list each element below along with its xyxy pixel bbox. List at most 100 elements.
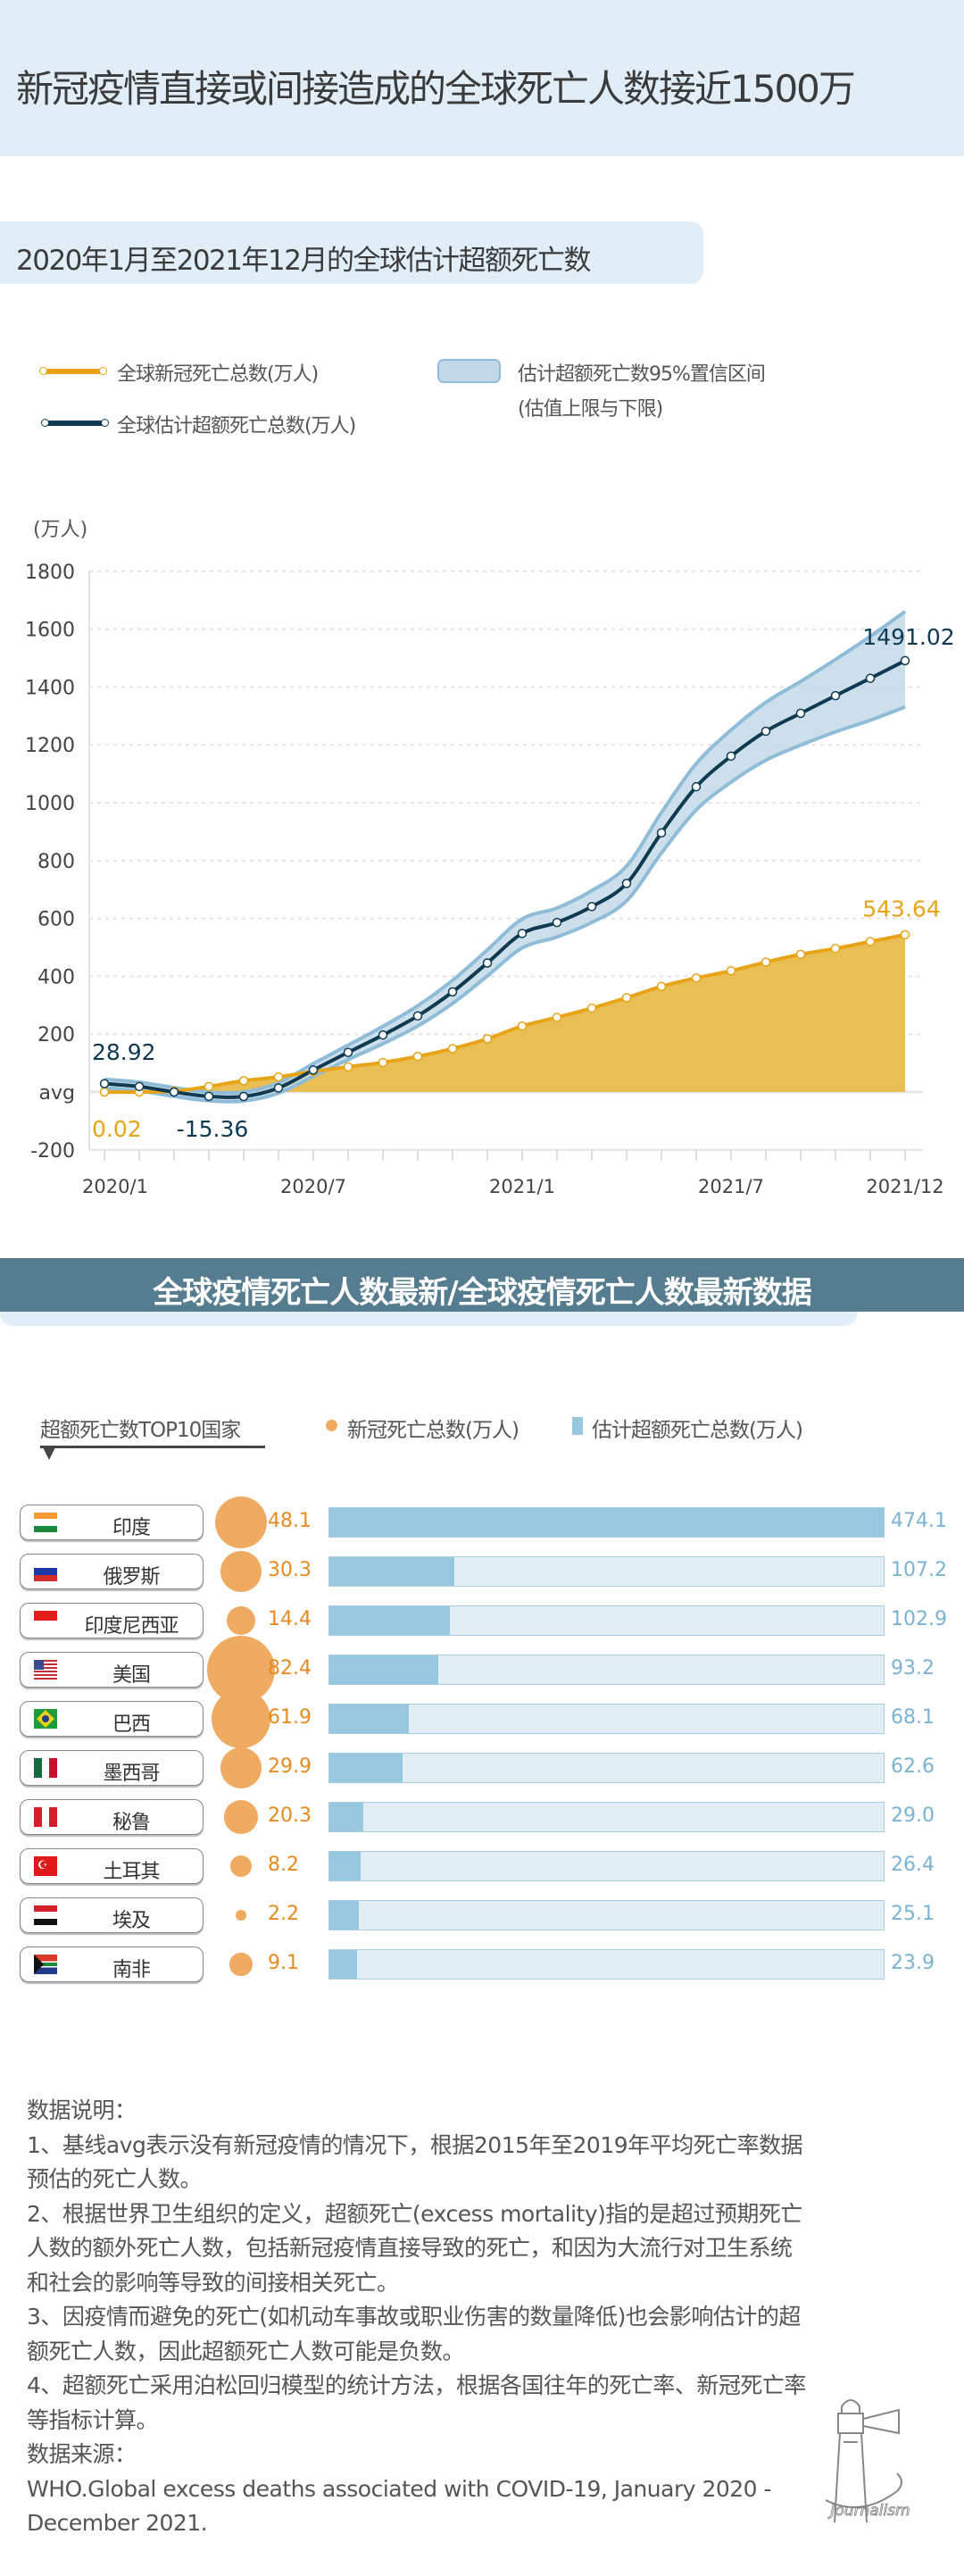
excess-deaths-bar bbox=[329, 1557, 455, 1586]
country-name: 俄罗斯 bbox=[103, 1566, 160, 1588]
excess-deaths-bar bbox=[329, 1655, 439, 1684]
covid-deaths-dot bbox=[220, 1747, 262, 1788]
excess-point bbox=[586, 902, 597, 912]
chart-subtitle: 2020年1月至2021年12月的全球估计超额死亡数 bbox=[16, 245, 591, 277]
covid-deaths-dot bbox=[229, 1855, 253, 1878]
flag-mexico-icon bbox=[34, 1758, 57, 1778]
excess-deaths-bar bbox=[329, 1754, 403, 1782]
excess-deaths-bar-track bbox=[328, 1655, 885, 1685]
notes-heading: 数据说明： bbox=[27, 2097, 137, 2123]
overlay-banner bbox=[0, 1258, 964, 1312]
excess-point bbox=[134, 1081, 145, 1092]
confidence-band-lower bbox=[104, 704, 906, 1104]
excess-point bbox=[656, 828, 667, 838]
flag-peru-icon bbox=[34, 1807, 57, 1827]
y-tick-label: 800 bbox=[37, 851, 75, 873]
excess-deaths-value: 26.4 bbox=[891, 1854, 935, 1876]
excess-point bbox=[169, 1087, 179, 1097]
excess-deaths-bar bbox=[329, 1901, 359, 1930]
legend-covid-label: 全球新冠死亡总数(万人) bbox=[117, 363, 319, 386]
y-tick-label: 400 bbox=[37, 966, 75, 988]
country-label-brazil: 巴西 bbox=[20, 1701, 204, 1737]
covid-point bbox=[795, 949, 806, 960]
triangle-icon bbox=[43, 1447, 55, 1460]
excess-deaths-value: 107.2 bbox=[891, 1559, 947, 1581]
data-label: 0.02 bbox=[92, 1116, 142, 1142]
excess-deaths-bar-track bbox=[328, 1802, 885, 1832]
flag-russia-icon bbox=[34, 1562, 57, 1581]
excess-deaths-bar-track bbox=[328, 1900, 885, 1930]
excess-point bbox=[726, 751, 736, 762]
excess-deaths-bar bbox=[329, 1852, 361, 1880]
excess-deaths-bar-track bbox=[328, 1949, 885, 1980]
country-name: 南非 bbox=[112, 1959, 151, 1981]
covid-deaths-value: 8.2 bbox=[268, 1854, 299, 1876]
country-name: 巴西 bbox=[112, 1713, 151, 1736]
covid-point bbox=[343, 1062, 353, 1072]
y-tick-label: 1400 bbox=[25, 677, 75, 699]
covid-deaths-dot bbox=[211, 1688, 271, 1749]
covid-point bbox=[586, 1003, 597, 1013]
covid-point bbox=[482, 1034, 493, 1044]
covid-point bbox=[99, 1087, 110, 1097]
covid-point bbox=[517, 1021, 528, 1031]
excess-deaths-value: 68.1 bbox=[891, 1706, 935, 1729]
covid-deaths-area bbox=[104, 934, 905, 1093]
covid-point bbox=[273, 1071, 284, 1082]
legend-excess-label: 全球估计超额死亡总数(万人) bbox=[117, 415, 356, 438]
excess-point bbox=[795, 708, 806, 719]
covid-point bbox=[238, 1076, 249, 1086]
country-label-india: 印度 bbox=[20, 1505, 204, 1540]
excess-point bbox=[412, 1011, 423, 1021]
country-label-indonesia: 印度尼西亚 bbox=[20, 1603, 204, 1638]
excess-point bbox=[865, 673, 876, 683]
note-2: 2、根据世界卫生组织的定义，超额死亡(excess mortality)指的是超… bbox=[27, 2200, 802, 2296]
excess-point bbox=[900, 655, 910, 666]
note-4: 4、超额死亡采用泊松回归模型的统计方法，根据各国往年的死亡率、新冠死亡率等指标计… bbox=[27, 2372, 806, 2433]
excess-deaths-bar-track bbox=[328, 1753, 885, 1783]
excess-deaths-value: 23.9 bbox=[891, 1952, 935, 1974]
covid-deaths-value: 9.1 bbox=[268, 1952, 299, 1974]
heading-underline bbox=[40, 1446, 265, 1448]
excess-deaths-value: 474.1 bbox=[891, 1510, 947, 1532]
excess-point bbox=[99, 1079, 110, 1088]
country-label-mexico: 墨西哥 bbox=[20, 1750, 204, 1786]
flag-turkey-icon: ☪ bbox=[34, 1856, 57, 1876]
excess-deaths-bar-track bbox=[328, 1851, 885, 1881]
excess-deaths-bar bbox=[329, 1950, 358, 1979]
country-label-turkey: ☪ 土耳其 bbox=[20, 1848, 204, 1884]
country-name: 印度 bbox=[112, 1517, 151, 1539]
y-tick-label: 1600 bbox=[25, 620, 75, 642]
y-tick-label: 1800 bbox=[25, 562, 75, 584]
covid-point bbox=[447, 1044, 458, 1054]
legend-covid-swatch bbox=[39, 367, 107, 375]
page-title: 新冠疫情直接或间接造成的全球死亡人数接近1500万 bbox=[16, 67, 856, 111]
title-band bbox=[0, 0, 964, 156]
legend-covid-dot bbox=[326, 1420, 337, 1431]
covid-point bbox=[760, 957, 771, 967]
data-label: 543.64 bbox=[862, 896, 940, 922]
covid-point bbox=[726, 965, 736, 976]
covid-deaths-value: 29.9 bbox=[268, 1755, 312, 1778]
country-name: 墨西哥 bbox=[103, 1763, 160, 1785]
covid-deaths-dot bbox=[235, 1909, 247, 1922]
covid-point bbox=[552, 1013, 562, 1022]
top10-heading: 超额死亡数TOP10国家 bbox=[40, 1419, 241, 1442]
excess-deaths-value: 102.9 bbox=[891, 1608, 947, 1630]
country-label-south-africa: 南非 bbox=[20, 1947, 204, 1982]
legend-excess-square bbox=[572, 1417, 583, 1435]
flag-egypt-icon bbox=[34, 1905, 57, 1925]
excess-deaths-bar bbox=[329, 1803, 363, 1831]
y-tick-label: avg bbox=[39, 1082, 75, 1105]
covid-deaths-value: 61.9 bbox=[268, 1706, 312, 1729]
x-tick-label: 2021/1 bbox=[489, 1176, 555, 1197]
excess-point bbox=[238, 1091, 249, 1102]
country-name: 印度尼西亚 bbox=[84, 1615, 179, 1638]
x-tick-label: 2020/1 bbox=[82, 1176, 148, 1197]
legend-covid-deaths: 新冠死亡总数(万人) bbox=[347, 1419, 519, 1442]
excess-deaths-bar bbox=[329, 1606, 450, 1635]
country-label-egypt: 埃及 bbox=[20, 1897, 204, 1933]
covid-deaths-dot bbox=[227, 1606, 255, 1635]
legend-excess-swatch bbox=[41, 419, 109, 427]
excess-point bbox=[308, 1065, 319, 1075]
